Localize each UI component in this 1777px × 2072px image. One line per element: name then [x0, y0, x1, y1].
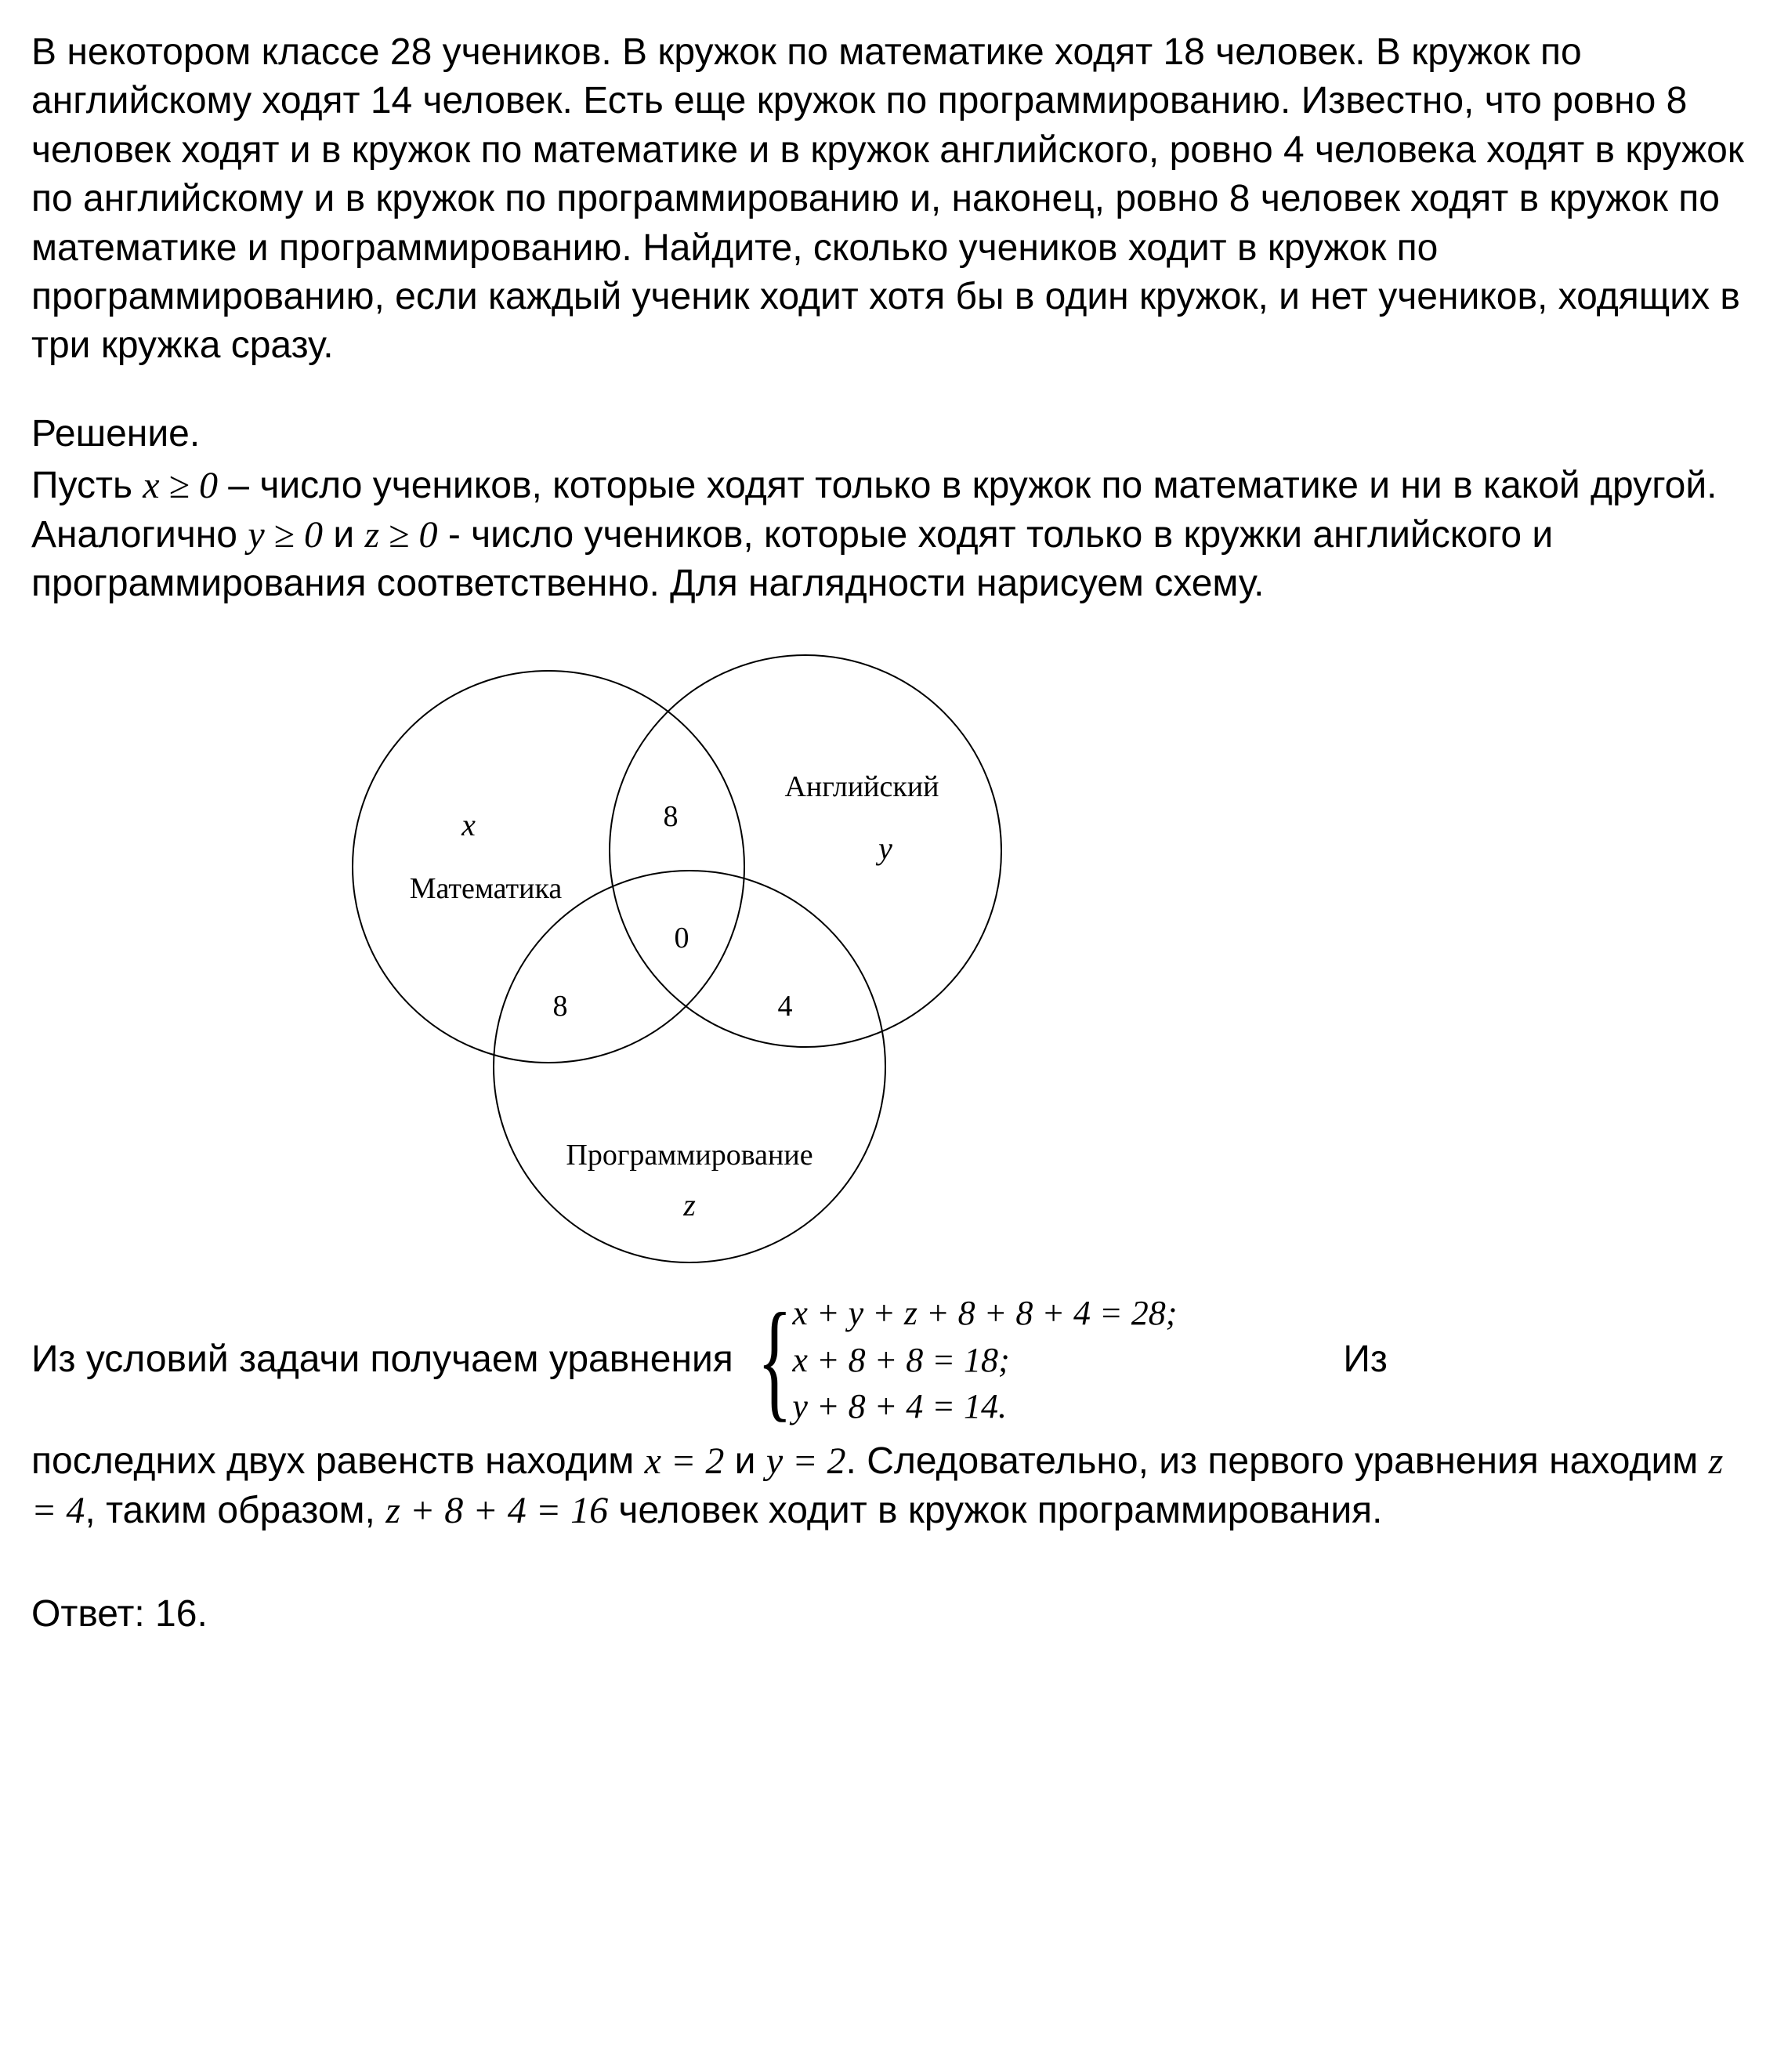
circle-english [610, 655, 1001, 1047]
venn-svg: Математика Английский Программирование x… [251, 632, 1191, 1274]
eq-y: y = 2 [766, 1440, 846, 1482]
var-x-cond: x ≥ 0 [143, 465, 218, 506]
brace-icon: { [757, 1300, 792, 1420]
conclusion-part: человек ходит в кружок программирования. [608, 1490, 1382, 1531]
conclusion-part: , таким образом, [85, 1490, 385, 1531]
label-english: Английский [784, 770, 939, 803]
venn-diagram: Математика Английский Программирование x… [251, 632, 1191, 1274]
var-y: y [875, 831, 892, 866]
answer-label: Ответ: [31, 1593, 155, 1635]
equation-system: { x + y + z + 8 + 8 + 4 = 28; x + 8 + 8 … [743, 1290, 1178, 1429]
intro-text: и [323, 514, 364, 556]
region-math-eng: 8 [664, 800, 679, 833]
var-z-cond: z ≥ 0 [364, 514, 437, 556]
circle-math [353, 671, 744, 1063]
label-prog: Программирование [566, 1139, 812, 1172]
region-math-prog: 8 [553, 990, 568, 1023]
answer-value: 16. [155, 1593, 208, 1635]
conclusion-text: последних двух равенств находим x = 2 и … [31, 1437, 1746, 1535]
equation-line: x + y + z + 8 + 8 + 4 = 28; [792, 1290, 1177, 1336]
equation-line: x + 8 + 8 = 18; [792, 1337, 1177, 1383]
region-eng-prog: 4 [778, 990, 793, 1023]
eq-x: x = 2 [645, 1440, 725, 1482]
equations-trailing: Из [1343, 1335, 1388, 1384]
equations-leadin: Из условий задачи получаем уравнения [31, 1335, 733, 1384]
var-x: x [461, 807, 476, 842]
conclusion-part: . Следовательно, из первого уравнения на… [846, 1440, 1709, 1482]
var-y-cond: y ≥ 0 [248, 514, 323, 556]
intro-text: Пусть [31, 465, 143, 506]
answer: Ответ: 16. [31, 1590, 1746, 1639]
solution-intro: Пусть x ≥ 0 – число учеников, которые хо… [31, 462, 1746, 608]
solution-heading: Решение. [31, 410, 1746, 458]
conclusion-part: последних двух равенств находим [31, 1440, 645, 1482]
conclusion-part: и [724, 1440, 765, 1482]
label-math: Математика [410, 872, 563, 905]
eq-sum: z + 8 + 4 = 16 [385, 1490, 608, 1531]
equations-paragraph: Из условий задачи получаем уравнения { x… [31, 1290, 1746, 1429]
var-z: z [682, 1187, 696, 1223]
problem-statement: В некотором классе 28 учеников. В кружок… [31, 28, 1746, 371]
equation-line: y + 8 + 4 = 14. [792, 1383, 1177, 1429]
equation-lines: x + y + z + 8 + 8 + 4 = 28; x + 8 + 8 = … [792, 1290, 1177, 1429]
region-center: 0 [675, 922, 689, 954]
